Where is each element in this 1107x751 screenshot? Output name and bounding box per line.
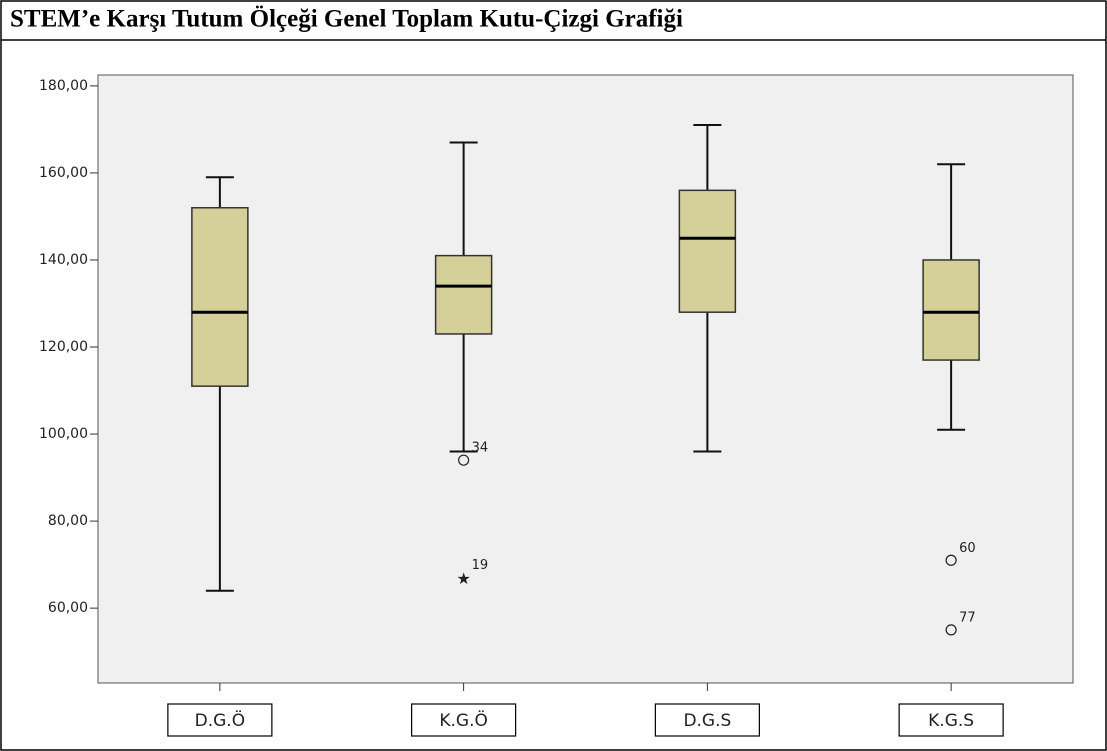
x-tick-label: D.G.Ö [195,709,245,731]
box [434,254,493,335]
outlier-label: 77 [959,610,976,625]
x-tick-label: K.G.Ö [439,709,488,731]
x-tick-label: D.G.S [683,711,731,731]
y-tick-label: 160,00 [39,165,88,181]
category-box [411,703,517,737]
box [191,206,249,387]
chart-title: STEM’e Karşı Tutum Ölçeği Genel Toplam K… [10,6,683,33]
box [678,189,737,313]
y-tick-label: 140,00 [39,252,88,268]
box [922,259,980,361]
outlier [458,454,470,466]
outlier-label: 34 [472,441,489,456]
category-box [167,703,273,737]
outlier [945,624,957,636]
y-tick-label: 120,00 [39,339,88,355]
plot-area [97,74,1074,684]
category-box [654,703,760,737]
outlier: ★ [456,569,470,588]
outlier [945,554,957,566]
y-tick-label: 100,00 [39,426,88,442]
y-tick-label: 180,00 [39,78,88,94]
outlier-label: 19 [472,558,489,573]
x-tick-label: K.G.S [928,711,974,731]
y-tick-label: 80,00 [48,513,88,529]
outlier-label: 60 [959,541,976,556]
y-tick-label: 60,00 [48,600,88,616]
category-box [898,703,1004,737]
